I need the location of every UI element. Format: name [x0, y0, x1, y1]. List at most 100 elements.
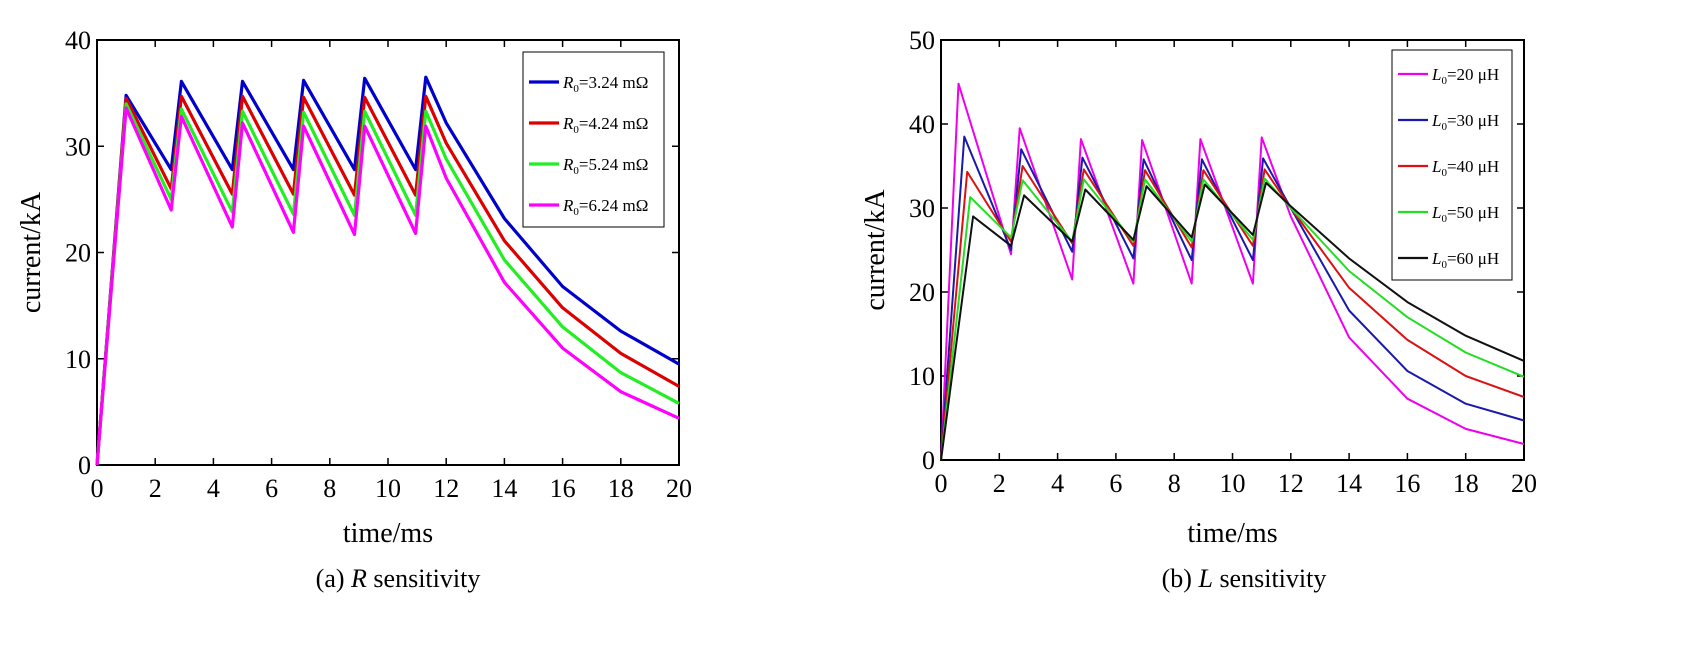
legend-var: R: [562, 196, 574, 215]
series-line-l1: [940, 135, 1525, 461]
y-tick-label: 40: [909, 110, 935, 139]
x-tick-label: 4: [207, 474, 220, 503]
chart-l-sensitivity: 0 2 4 6 8 10 12 14 16 18 20 0 10 20 30 40 50 time/ms curre…: [860, 26, 1537, 593]
y-axis-label: current/kA: [860, 189, 891, 311]
y-tick-label: 20: [65, 239, 91, 268]
x-tick-label: 20: [1511, 469, 1537, 498]
legend-value: =60 μH: [1447, 249, 1499, 268]
y-tick-label: 50: [909, 26, 935, 55]
x-tick-label: 8: [1168, 469, 1181, 498]
legend-subscript: 0: [1441, 259, 1447, 271]
legend-entry-l3: L0=50 μH: [1398, 203, 1499, 225]
legend-entry-r1: R0=4.24 mΩ: [529, 114, 648, 136]
x-tick-label: 18: [1453, 469, 1479, 498]
legend-var: L: [1431, 157, 1441, 176]
x-tick-label: 0: [91, 474, 104, 503]
legend-var: R: [562, 114, 574, 133]
x-tick-label: 2: [993, 469, 1006, 498]
legend-value: =6.24 mΩ: [579, 196, 648, 215]
x-tick-label: 20: [666, 474, 692, 503]
series-line-l0: [940, 82, 1525, 461]
y-axis-label: current/kA: [16, 191, 47, 313]
legend-value: =4.24 mΩ: [579, 114, 648, 133]
x-tick-label: 14: [491, 474, 517, 503]
legend-subscript: 0: [1441, 121, 1447, 133]
legend-value: =40 μH: [1447, 157, 1499, 176]
legend-subscript: 0: [573, 124, 579, 136]
x-tick-label: 16: [1394, 469, 1420, 498]
chart-r-sensitivity: 0 2 4 6 8 10 12 14 16 18 20 0 10 20 30 40 time/ms current…: [16, 26, 692, 593]
legend-var: L: [1431, 249, 1441, 268]
legend-label: L0=60 μH: [1431, 249, 1499, 271]
legend-label: R0=6.24 mΩ: [562, 196, 648, 218]
x-tick-label: 16: [550, 474, 576, 503]
x-tick-label: 8: [323, 474, 336, 503]
x-tick-label: 12: [433, 474, 459, 503]
legend-label: R0=5.24 mΩ: [562, 155, 648, 177]
legend-var: L: [1431, 111, 1441, 130]
legend-subscript: 0: [573, 83, 579, 95]
legend-entry-l4: L0=60 μH: [1398, 249, 1499, 271]
legend-label: L0=40 μH: [1431, 157, 1499, 179]
x-tick-label: 12: [1278, 469, 1304, 498]
legend-var: R: [562, 73, 574, 92]
x-tick-label: 14: [1336, 469, 1362, 498]
caption-prefix: (b): [1162, 564, 1199, 593]
legend-entry-r0: R0=3.24 mΩ: [529, 73, 648, 95]
legend-subscript: 0: [1441, 167, 1447, 179]
y-tick-label: 10: [909, 362, 935, 391]
y-tick-label: 30: [65, 132, 91, 161]
series-line-l2: [940, 165, 1525, 461]
y-tick-label: 0: [78, 451, 91, 480]
x-tick-label: 4: [1051, 469, 1064, 498]
caption-variable: L: [1197, 564, 1212, 593]
x-tick-label: 10: [1220, 469, 1246, 498]
legend-subscript: 0: [1441, 75, 1447, 87]
legend-value: =3.24 mΩ: [579, 73, 648, 92]
legend-label: L0=50 μH: [1431, 203, 1499, 225]
series-line-l3: [940, 177, 1525, 461]
legend-value: =5.24 mΩ: [579, 155, 648, 174]
x-tick-label: 18: [608, 474, 634, 503]
legend-label: L0=20 μH: [1431, 65, 1499, 87]
legend-value: =50 μH: [1447, 203, 1499, 222]
series-line-r0: [95, 75, 680, 466]
caption-prefix: (a): [316, 564, 351, 593]
legend-value: =20 μH: [1447, 65, 1499, 84]
legend-entry-l1: L0=30 μH: [1398, 111, 1499, 133]
x-tick-label: 0: [935, 469, 948, 498]
x-tick-label: 6: [1109, 469, 1122, 498]
legend-subscript: 0: [1441, 213, 1447, 225]
legend-entry-l2: L0=40 μH: [1398, 157, 1499, 179]
legend-value: =30 μH: [1447, 111, 1499, 130]
y-tick-label: 40: [65, 26, 91, 55]
y-tick-label: 10: [65, 345, 91, 374]
x-tick-label: 2: [149, 474, 162, 503]
series-line-r3: [95, 106, 680, 466]
y-tick-label: 0: [922, 446, 935, 475]
caption-suffix: sensitivity: [1213, 564, 1326, 593]
legend-var: R: [562, 155, 574, 174]
caption-suffix: sensitivity: [367, 564, 480, 593]
x-axis-label: time/ms: [1187, 518, 1277, 549]
x-tick-label: 6: [265, 474, 278, 503]
x-axis-label: time/ms: [343, 518, 433, 549]
y-tick-label: 30: [909, 194, 935, 223]
legend-entry-l0: L0=20 μH: [1398, 65, 1499, 87]
legend-var: L: [1431, 65, 1441, 84]
x-tick-label: 10: [375, 474, 401, 503]
legend-entry-r2: R0=5.24 mΩ: [529, 155, 648, 177]
legend-subscript: 0: [573, 206, 579, 218]
caption-variable: R: [350, 564, 367, 593]
legend-entry-r3: R0=6.24 mΩ: [529, 196, 648, 218]
y-tick-label: 20: [909, 278, 935, 307]
figure-caption: (b) L sensitivity: [1162, 564, 1327, 593]
legend-subscript: 0: [573, 165, 579, 177]
figure-caption: (a) R sensitivity: [316, 564, 481, 593]
legend-label: R0=4.24 mΩ: [562, 114, 648, 136]
legend-var: L: [1431, 203, 1441, 222]
legend-label: L0=30 μH: [1431, 111, 1499, 133]
series-line-l4: [940, 181, 1525, 461]
